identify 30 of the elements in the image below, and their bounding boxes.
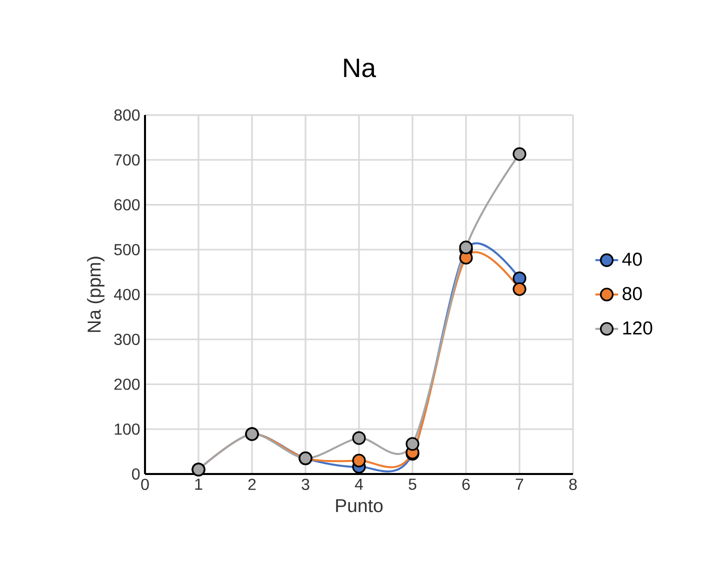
y-tick-label: 500 [114,244,140,256]
x-tick-label: 2 [248,478,256,490]
legend-label: 80 [622,286,642,300]
point [352,454,366,468]
point [512,147,526,161]
x-tick-label: 0 [141,478,149,490]
x-tick-label: 1 [195,478,202,490]
chart-title: Na [344,58,376,78]
y-axis-title: Na (ppm) [87,256,104,332]
x-axis-title: Punto [336,499,383,512]
y-tick-label: 400 [114,288,140,300]
legend-label: 40 [622,252,642,266]
x-tick-label: 3 [302,478,310,490]
point [406,437,420,451]
x-tick-label: 6 [462,478,470,490]
y-tick-label: 200 [114,378,140,390]
point [512,282,526,296]
y-tick-label: 0 [132,468,140,480]
x-tick-label: 4 [354,478,363,490]
legend-label: 120 [623,321,652,335]
x-tick-label: 7 [516,478,524,490]
y-tick-label: 800 [114,109,140,121]
point [352,431,366,445]
y-tick-label: 700 [114,154,140,166]
y-tick-label: 300 [114,334,140,346]
point [512,272,526,286]
x-tick-label: 8 [569,478,577,490]
y-tick-label: 100 [114,423,140,435]
x-tick-label: 5 [408,478,416,490]
y-tick-label: 600 [114,199,140,210]
